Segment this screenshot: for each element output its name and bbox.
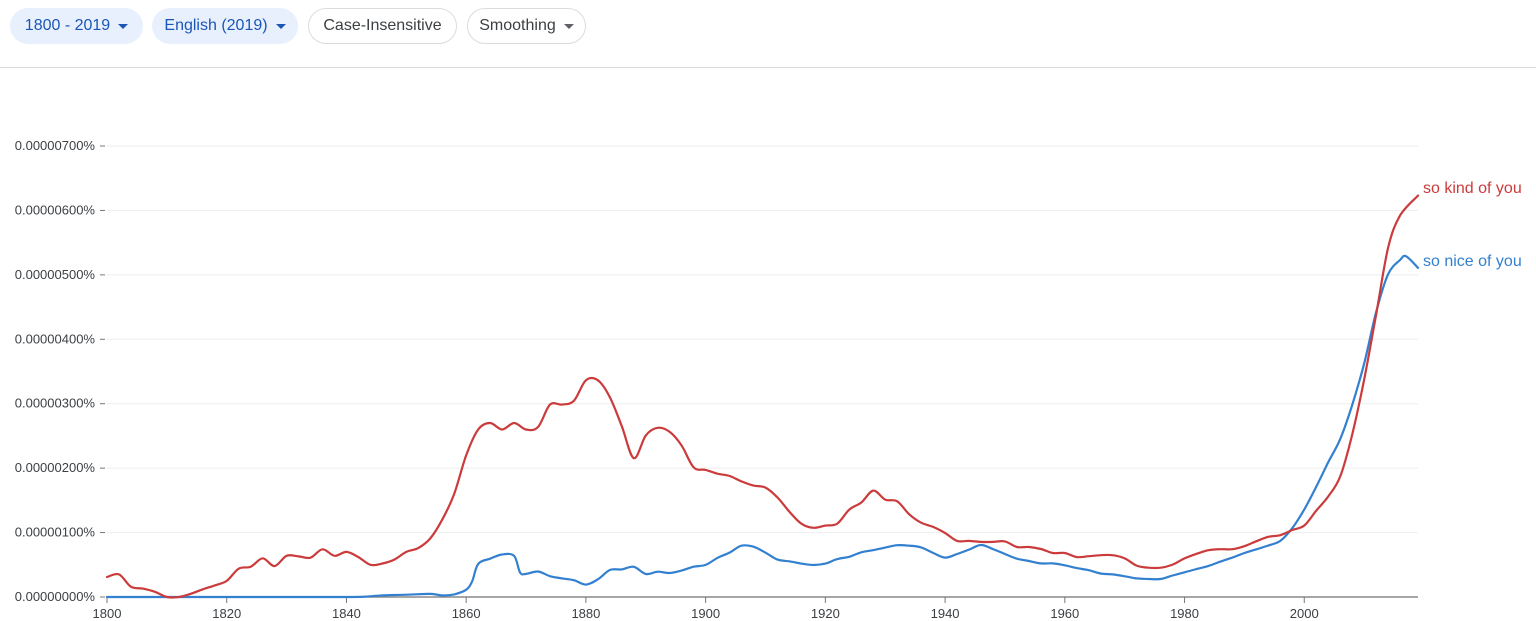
- y-tick-label: 0.00000300%: [15, 396, 96, 411]
- y-axis: 0.00000000% 0.00000100% 0.00000200% 0.00000…: [15, 138, 105, 604]
- x-tick-label: 1940: [931, 606, 960, 621]
- caret-down-icon: [563, 23, 574, 29]
- series-labels: so kind of you so nice of you: [1423, 180, 1522, 270]
- series-lines: [105, 194, 1420, 599]
- corpus-dropdown[interactable]: English (2019): [152, 8, 298, 44]
- date-range-label: 1800 - 2019: [24, 17, 111, 34]
- date-range-dropdown[interactable]: 1800 - 2019: [10, 8, 143, 44]
- x-tick-label: 1900: [691, 606, 720, 621]
- smoothing-dropdown[interactable]: Smoothing: [467, 8, 586, 44]
- series-line-so-nice-of-you: [105, 254, 1420, 599]
- x-tick-label: 1960: [1050, 606, 1079, 621]
- x-tick-label: 1880: [571, 606, 600, 621]
- ngram-line-chart: 0.00000000% 0.00000100% 0.00000200% 0.00000…: [15, 138, 1522, 621]
- toolbar: 1800 - 2019 English (2019) Case-Insensit…: [0, 0, 1536, 68]
- x-tick-label: 1980: [1170, 606, 1199, 621]
- y-tick-label: 0.00000600%: [15, 202, 96, 217]
- y-tick-label: 0.00000000%: [15, 589, 96, 604]
- x-axis: 1800 1820 1840 1860 1880 1900 1920 1940 1960 1980…: [93, 596, 1418, 621]
- series-line-so-kind-of-you: [105, 194, 1420, 599]
- y-tick-label: 0.00000100%: [15, 525, 96, 540]
- x-tick-label: 2000: [1290, 606, 1319, 621]
- case-insensitive-toggle[interactable]: Case-Insensitive: [308, 8, 457, 44]
- y-tick-label: 0.00000200%: [15, 460, 96, 475]
- caret-down-icon: [118, 23, 129, 29]
- series-label-so-nice-of-you: so nice of you: [1423, 253, 1522, 270]
- case-insensitive-label: Case-Insensitive: [323, 17, 442, 34]
- smoothing-label: Smoothing: [479, 17, 556, 34]
- y-tick-label: 0.00000500%: [15, 267, 96, 282]
- y-tick-label: 0.00000400%: [15, 331, 96, 346]
- corpus-label: English (2019): [164, 17, 268, 34]
- x-tick-label: 1860: [452, 606, 481, 621]
- y-tick-label: 0.00000700%: [15, 138, 96, 153]
- x-tick-label: 1840: [332, 606, 361, 621]
- x-tick-label: 1800: [93, 606, 122, 621]
- caret-down-icon: [275, 23, 286, 29]
- x-tick-label: 1920: [811, 606, 840, 621]
- x-tick-label: 1820: [212, 606, 241, 621]
- grid-lines: [107, 145, 1418, 534]
- series-label-so-kind-of-you: so kind of you: [1423, 180, 1522, 197]
